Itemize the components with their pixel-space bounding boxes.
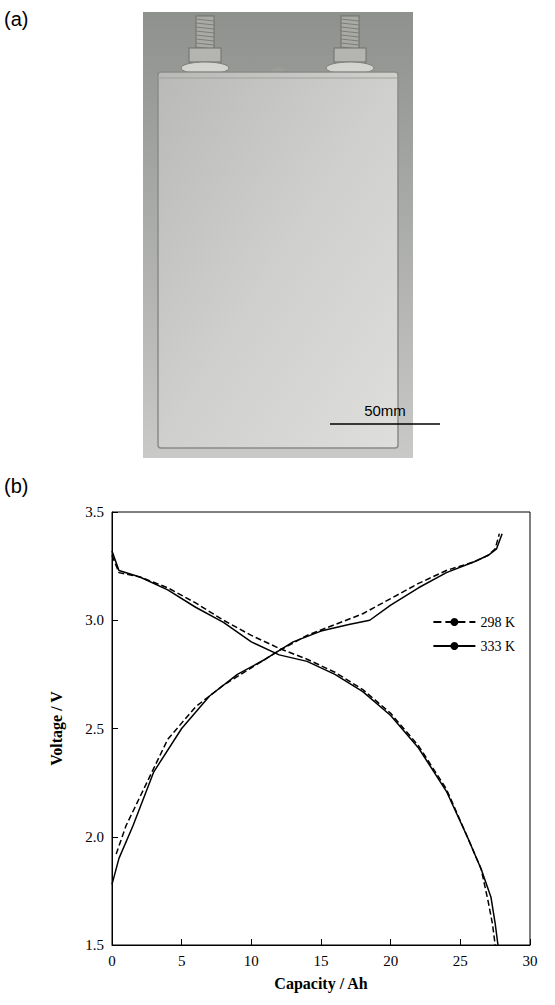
svg-text:2.0: 2.0 (85, 829, 104, 845)
svg-text:(b): (b) (4, 475, 28, 497)
svg-text:5: 5 (178, 953, 186, 969)
svg-text:15: 15 (314, 953, 329, 969)
svg-text:20: 20 (383, 953, 398, 969)
svg-text:298 K: 298 K (480, 615, 515, 630)
svg-text:25: 25 (453, 953, 468, 969)
svg-text:30: 30 (523, 953, 538, 969)
svg-text:Voltage / V: Voltage / V (48, 691, 66, 766)
svg-text:0: 0 (108, 953, 116, 969)
svg-text:1.5: 1.5 (85, 937, 104, 953)
svg-text:333 K: 333 K (480, 639, 515, 654)
svg-text:10: 10 (244, 953, 259, 969)
svg-text:3.5: 3.5 (85, 504, 104, 520)
svg-text:50mm: 50mm (364, 402, 406, 419)
svg-text:(a): (a) (4, 8, 28, 30)
svg-text:3.0: 3.0 (85, 612, 104, 628)
svg-text:2.5: 2.5 (85, 721, 104, 737)
svg-text:Capacity / Ah: Capacity / Ah (274, 975, 367, 993)
